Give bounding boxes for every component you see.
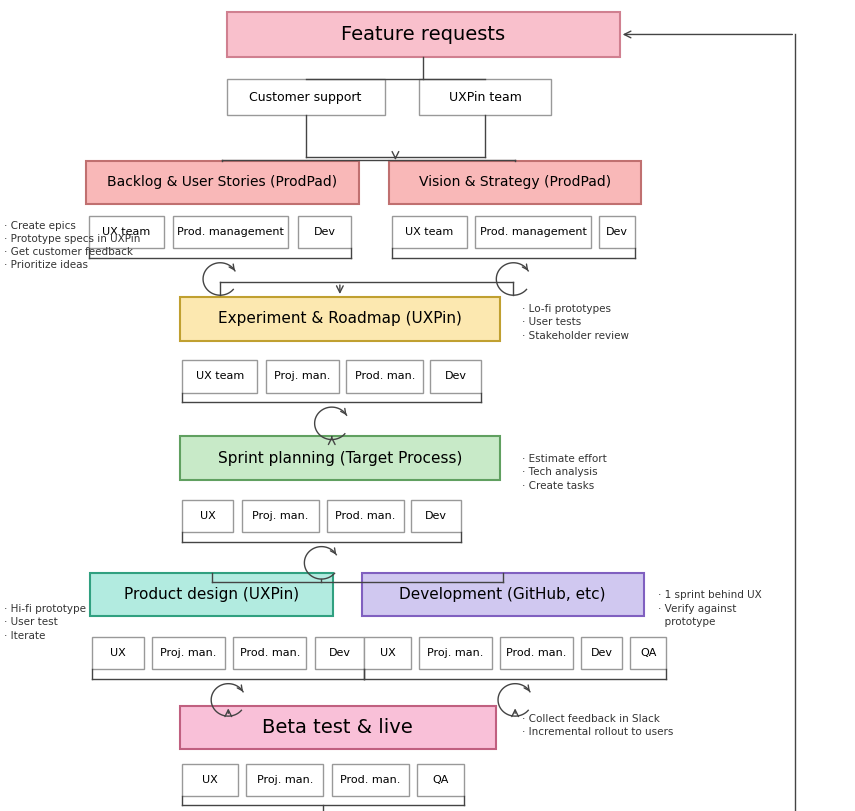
Text: Proj. man.: Proj. man. [274, 371, 330, 381]
FancyBboxPatch shape [182, 500, 233, 532]
Text: UX team: UX team [196, 371, 244, 381]
Text: Proj. man.: Proj. man. [161, 648, 216, 658]
FancyBboxPatch shape [152, 637, 225, 669]
FancyBboxPatch shape [90, 573, 333, 616]
Text: Prod. man.: Prod. man. [340, 775, 400, 785]
FancyBboxPatch shape [242, 500, 319, 532]
Text: Dev: Dev [314, 227, 335, 237]
FancyBboxPatch shape [327, 500, 404, 532]
Text: Product design (UXPin): Product design (UXPin) [124, 587, 299, 602]
FancyBboxPatch shape [86, 161, 359, 204]
Text: Vision & Strategy (ProdPad): Vision & Strategy (ProdPad) [419, 175, 611, 190]
FancyBboxPatch shape [246, 764, 323, 796]
Text: UX team: UX team [103, 227, 150, 237]
Text: UX: UX [110, 648, 126, 658]
FancyBboxPatch shape [92, 637, 144, 669]
Text: Dev: Dev [445, 371, 467, 381]
Text: · Hi-fi prototype
· User test
· Iterate: · Hi-fi prototype · User test · Iterate [4, 604, 86, 641]
Text: Dev: Dev [591, 648, 613, 658]
FancyBboxPatch shape [315, 637, 364, 669]
FancyBboxPatch shape [419, 637, 492, 669]
FancyBboxPatch shape [180, 706, 496, 749]
FancyBboxPatch shape [182, 764, 238, 796]
FancyBboxPatch shape [227, 79, 385, 115]
FancyBboxPatch shape [180, 436, 500, 480]
Text: · Estimate effort
· Tech analysis
· Create tasks: · Estimate effort · Tech analysis · Crea… [522, 454, 606, 491]
Text: Feature requests: Feature requests [341, 25, 505, 44]
FancyBboxPatch shape [417, 764, 464, 796]
FancyBboxPatch shape [430, 360, 481, 393]
FancyBboxPatch shape [173, 216, 288, 248]
FancyBboxPatch shape [298, 216, 351, 248]
FancyBboxPatch shape [89, 216, 164, 248]
FancyBboxPatch shape [266, 360, 339, 393]
Text: Prod. management: Prod. management [177, 227, 284, 237]
FancyBboxPatch shape [392, 216, 467, 248]
FancyBboxPatch shape [411, 500, 461, 532]
Text: Prod. man.: Prod. man. [355, 371, 415, 381]
Text: Experiment & Roadmap (UXPin): Experiment & Roadmap (UXPin) [218, 311, 462, 326]
FancyBboxPatch shape [630, 637, 666, 669]
Text: Dev: Dev [606, 227, 628, 237]
FancyBboxPatch shape [475, 216, 591, 248]
Text: Prod. man.: Prod. man. [335, 511, 395, 521]
FancyBboxPatch shape [599, 216, 635, 248]
Text: Proj. man.: Proj. man. [252, 511, 309, 521]
Text: Dev: Dev [425, 511, 447, 521]
Text: Beta test & live: Beta test & live [262, 718, 413, 737]
Text: Customer support: Customer support [250, 91, 362, 104]
Text: QA: QA [640, 648, 657, 658]
Text: Prod. management: Prod. management [480, 227, 587, 237]
Text: UXPin team: UXPin team [449, 91, 522, 104]
FancyBboxPatch shape [346, 360, 423, 393]
FancyBboxPatch shape [364, 637, 411, 669]
Text: UX: UX [202, 775, 218, 785]
Text: · Create epics
· Prototype specs in UXPin
· Get customer feedback
· Prioritize i: · Create epics · Prototype specs in UXPi… [4, 221, 141, 270]
FancyBboxPatch shape [233, 637, 306, 669]
Text: UX: UX [380, 648, 396, 658]
FancyBboxPatch shape [419, 79, 551, 115]
Text: · Collect feedback in Slack
· Incremental rollout to users: · Collect feedback in Slack · Incrementa… [522, 714, 673, 737]
FancyBboxPatch shape [389, 161, 641, 204]
Text: UX team: UX team [405, 227, 453, 237]
FancyBboxPatch shape [180, 297, 500, 341]
FancyBboxPatch shape [362, 573, 644, 616]
Text: Prod. man.: Prod. man. [506, 648, 567, 658]
Text: · Lo-fi prototypes
· User tests
· Stakeholder review: · Lo-fi prototypes · User tests · Stakeh… [522, 304, 628, 341]
FancyBboxPatch shape [182, 360, 257, 393]
FancyBboxPatch shape [227, 12, 620, 57]
FancyBboxPatch shape [332, 764, 409, 796]
Text: UX: UX [200, 511, 215, 521]
Text: Backlog & User Stories (ProdPad): Backlog & User Stories (ProdPad) [107, 175, 338, 190]
Text: · 1 sprint behind UX
· Verify against
  prototype: · 1 sprint behind UX · Verify against pr… [658, 590, 762, 627]
Text: Prod. man.: Prod. man. [239, 648, 300, 658]
Text: QA: QA [433, 775, 449, 785]
Text: Dev: Dev [328, 648, 351, 658]
Text: Sprint planning (Target Process): Sprint planning (Target Process) [218, 451, 462, 466]
FancyBboxPatch shape [500, 637, 573, 669]
Text: Proj. man.: Proj. man. [428, 648, 483, 658]
Text: Proj. man.: Proj. man. [256, 775, 313, 785]
Text: Development (GitHub, etc): Development (GitHub, etc) [399, 587, 606, 602]
FancyBboxPatch shape [581, 637, 622, 669]
